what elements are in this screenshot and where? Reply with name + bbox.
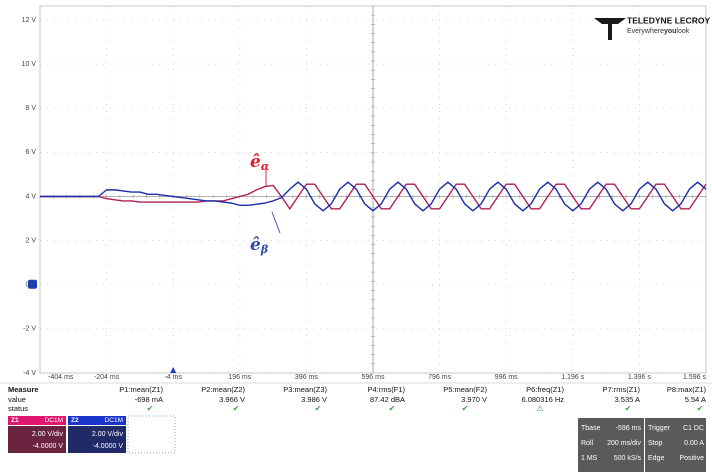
column-header: P8:max(Z1) — [667, 385, 707, 394]
column-header: P7:rms(Z1) — [603, 385, 641, 394]
y-tick-label: 4 V — [25, 193, 36, 200]
status-cell: ✔ — [233, 404, 240, 413]
channel-header — [8, 416, 66, 425]
trigger-marker — [170, 367, 177, 373]
x-tick-label: 1.596 s — [683, 374, 706, 381]
annotation-symbol: ê — [250, 235, 261, 255]
value-cell: 3.535 A — [615, 395, 640, 404]
y-tick-label: 6 V — [25, 149, 36, 156]
channel-offset: -4.0000 V — [33, 443, 64, 450]
tagline-part: you — [664, 28, 676, 35]
status-cell: ✔ — [697, 404, 704, 413]
value-cell: 3.970 V — [461, 395, 487, 404]
y-tick-label: -2 V — [23, 326, 36, 333]
x-tick-label: 396 ms — [295, 374, 318, 381]
waveform — [40, 183, 707, 210]
value-cell: 6.080316 Hz — [521, 395, 564, 404]
tagline-part: Everywhere — [627, 28, 664, 35]
x-tick-label: -404 ms — [48, 374, 74, 381]
plot-frame — [39, 5, 707, 374]
y-tick-label: 8 V — [25, 105, 36, 112]
channel-name: Z1 — [11, 417, 19, 424]
timebase-cell: 1 MS — [581, 455, 598, 462]
status-cell: ✔ — [462, 404, 469, 413]
column-header: P4:rms(F1) — [368, 385, 406, 394]
logo-brand: TELEDYNE LECROY — [627, 15, 710, 25]
annotation-symbol: ê — [250, 152, 261, 172]
channel-name: Z2 — [71, 417, 79, 424]
row-label: status — [8, 404, 28, 413]
annotation: êα — [250, 152, 270, 174]
timebase-cell: -596 ms — [616, 425, 642, 432]
x-tick-label: 1.396 s — [628, 374, 651, 381]
timebase-cell: Roll — [581, 440, 594, 447]
status-cell: ✔ — [315, 404, 322, 413]
value-cell: 3.966 V — [219, 395, 245, 404]
status-cell: ✔ — [147, 404, 154, 413]
status-cell: ✔ — [625, 404, 632, 413]
column-header: P1:mean(Z1) — [119, 385, 163, 394]
logo-mark — [594, 18, 626, 40]
y-tick-label: 10 V — [22, 61, 37, 68]
timebase-cell: Positive — [679, 455, 704, 462]
x-tick-label: 596 ms — [362, 374, 385, 381]
tagline-part: look — [676, 28, 689, 35]
channel-scale: 2.00 V/div — [32, 431, 64, 438]
value-cell: 3.986 V — [301, 395, 327, 404]
timebase-panel: Tbase -596 ms Trigger C1 DC Roll 200 ms/div St… — [578, 418, 706, 472]
value-cell: 87.42 dBA — [370, 395, 405, 404]
timebase-cell: Tbase — [581, 425, 601, 432]
timebase-cell: Trigger — [648, 425, 671, 432]
status-cell: ⚠ — [536, 404, 543, 413]
timebase-box — [578, 418, 644, 472]
logo: TELEDYNE LECROY Everywhereyoulook — [594, 15, 710, 40]
channel-body — [68, 426, 126, 453]
trigger-box — [645, 418, 706, 472]
measure-table: Measure P1:mean(Z1) P2:mean(Z2) P3:mean(Z3… — [0, 382, 712, 454]
channel-coupling: DC1M — [105, 417, 123, 424]
annotation-subscript: β — [260, 243, 269, 256]
x-tick-label: 1.196 s — [561, 374, 584, 381]
channel-body — [8, 426, 66, 453]
y-tick-label: 2 V — [25, 237, 36, 244]
row-label: value — [8, 395, 26, 404]
x-tick-label: -4 ms — [164, 374, 182, 381]
plot-area: 12 V10 V8 V6 V4 V2 V0 V-2 V-4 V-404 ms-2… — [22, 5, 707, 381]
channel-scale: 2.00 V/div — [92, 431, 124, 438]
column-header: P2:mean(Z2) — [201, 385, 245, 394]
status-cell: ✔ — [389, 404, 396, 413]
waveform — [40, 181, 707, 212]
x-tick-label: 796 ms — [428, 374, 451, 381]
x-tick-label: -204 ms — [94, 374, 120, 381]
column-header: P6:freq(Z1) — [526, 385, 564, 394]
channel-coupling: DC1M — [45, 417, 63, 424]
y-tick-label: -4 V — [23, 370, 36, 377]
annotation-arrow — [271, 211, 281, 234]
timebase-cell: 200 ms/div — [607, 440, 641, 447]
ground-marker — [28, 279, 37, 289]
x-tick-label: 196 ms — [228, 374, 251, 381]
channel-offset: -4.0000 V — [93, 443, 124, 450]
annotation: êβ — [250, 235, 269, 257]
timebase-cell: 500 kS/s — [614, 455, 642, 462]
timebase-cell: Stop — [648, 440, 663, 447]
measure-title: Measure — [8, 385, 38, 394]
logo-tagline: Everywhereyoulook — [627, 28, 690, 35]
value-cell: -698 mA — [135, 395, 163, 404]
timebase-cell: C1 DC — [683, 425, 704, 432]
timebase-cell: 0.00 A — [684, 440, 704, 447]
column-header: P3:mean(Z3) — [283, 385, 327, 394]
channel-header — [68, 416, 126, 425]
y-tick-label: 12 V — [22, 17, 37, 24]
annotation-subscript: α — [261, 160, 270, 173]
column-header: P5:mean(F2) — [443, 385, 487, 394]
x-tick-label: 996 ms — [495, 374, 518, 381]
timebase-cell: Edge — [648, 455, 664, 462]
value-cell: 5.54 A — [685, 395, 706, 404]
